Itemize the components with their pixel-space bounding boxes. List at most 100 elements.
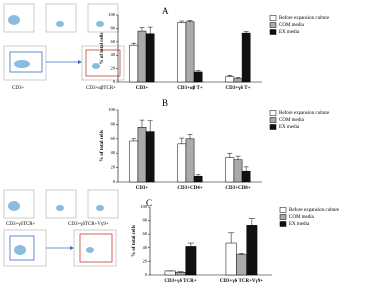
flow-plots-top: CD3+ CD3+αβTCR+ — [3, 3, 125, 91]
y-tick-label: 20 — [111, 165, 116, 170]
bar — [177, 143, 187, 183]
legend-label: COM media — [289, 215, 315, 220]
bar — [241, 170, 251, 183]
x-tick-label: CD3+CD8+ — [225, 186, 250, 191]
y-tick-label: 80 — [143, 218, 148, 223]
x-tick-label: CD3+γδ TCR+Vγ9+ — [220, 279, 264, 284]
flow-cluster — [8, 201, 20, 211]
flow-label: CD3+γδTCR+Vγ9+ — [68, 222, 109, 227]
legend-swatch — [269, 22, 277, 28]
y-tick-label: 0 — [145, 272, 148, 277]
flow-cluster — [56, 205, 64, 211]
legend-label: Before expansion culture — [279, 16, 330, 21]
legend-label: Before expansion culture — [279, 111, 330, 116]
flow-cluster — [86, 247, 94, 253]
y-tick-label: 60 — [111, 39, 116, 44]
y-tick-label: 80 — [111, 25, 116, 30]
gate — [9, 51, 43, 73]
flow-cluster — [92, 63, 100, 69]
legend-label: EX media — [289, 222, 310, 227]
bar — [225, 242, 237, 276]
flow-plot — [87, 189, 119, 219]
x-tick-label: CD3+CD4+ — [177, 186, 202, 191]
flow-label: CD3+ — [12, 86, 24, 91]
arrow-head — [78, 60, 82, 64]
y-tick-label: 20 — [143, 258, 148, 263]
legend-swatch — [269, 110, 277, 116]
legend-swatch — [269, 29, 277, 35]
y-tick-label: 0 — [113, 79, 116, 84]
flow-cluster — [8, 15, 20, 25]
bar — [145, 131, 155, 183]
flow-label: CD3+αβTCR+ — [86, 86, 116, 91]
x-tick-label: CD3+ — [136, 86, 149, 91]
y-axis-label: % of total cells — [100, 33, 105, 65]
bar — [246, 225, 258, 276]
legend-swatch — [269, 15, 277, 21]
flow-plot — [87, 3, 119, 33]
legend-swatch — [269, 124, 277, 130]
flow-label: CD3+γδTCR+ — [6, 222, 36, 227]
flow-plot — [81, 45, 125, 81]
gate — [9, 235, 35, 261]
bar — [236, 254, 247, 276]
flow-cluster — [96, 205, 104, 211]
bar — [233, 78, 243, 83]
bar — [177, 22, 187, 83]
legend-label: COM media — [279, 118, 305, 123]
bar — [225, 76, 235, 83]
legend-label: COM media — [279, 23, 305, 28]
x-tick-label: CD3+ — [136, 186, 149, 191]
bar — [185, 138, 195, 183]
bar — [241, 32, 251, 83]
bar — [193, 71, 203, 83]
y-axis-label: % of total cells — [100, 130, 105, 162]
legend-label: Before expansion culture — [289, 208, 340, 213]
y-tick-label: 0 — [113, 179, 116, 184]
bar — [193, 175, 203, 183]
legend-label: EX media — [279, 30, 300, 35]
flow-cluster — [14, 245, 26, 255]
panel-label: C — [146, 198, 152, 208]
bar — [145, 33, 155, 83]
y-tick-label: 60 — [111, 136, 116, 141]
bar — [233, 159, 243, 183]
flow-cluster — [56, 21, 64, 27]
bar — [185, 21, 195, 83]
y-tick-label: 20 — [111, 66, 116, 71]
y-tick-label: 40 — [111, 150, 116, 155]
y-tick-label: 100 — [108, 12, 116, 17]
x-tick-label: CD3+γδ TCR+ — [164, 279, 196, 284]
legend-swatch — [269, 117, 277, 123]
y-tick-label: 60 — [143, 231, 148, 236]
gate — [79, 233, 113, 263]
arrow-head — [70, 246, 74, 250]
flow-cluster — [96, 21, 104, 27]
y-tick-label: 100 — [140, 204, 148, 209]
x-tick-label: CD3+γδ T+ — [226, 86, 251, 91]
bar — [185, 246, 197, 276]
flow-plots-bottom: CD3+γδTCR+ CD3+γδTCR+Vγ9+ — [3, 189, 119, 267]
gate — [85, 49, 121, 77]
flow-plot — [45, 189, 77, 219]
bar — [129, 140, 139, 183]
legend-swatch — [279, 207, 287, 213]
flow-plot — [45, 3, 77, 33]
bar — [137, 127, 147, 183]
bar — [164, 270, 176, 276]
x-tick-label: CD3+αβ T+ — [177, 86, 203, 91]
y-tick-label: 80 — [111, 121, 116, 126]
legend-swatch — [279, 221, 287, 227]
legend-label: EX media — [279, 125, 300, 130]
y-tick-label: 100 — [108, 107, 116, 112]
bar — [225, 157, 235, 183]
bar — [137, 30, 147, 83]
panel-label: A — [162, 6, 169, 16]
legend-swatch — [279, 214, 287, 220]
y-axis-label: % of total cells — [132, 225, 137, 257]
panel-label: B — [162, 98, 168, 108]
y-tick-label: 40 — [111, 52, 116, 57]
flow-plot — [73, 229, 117, 267]
bar — [129, 44, 139, 83]
